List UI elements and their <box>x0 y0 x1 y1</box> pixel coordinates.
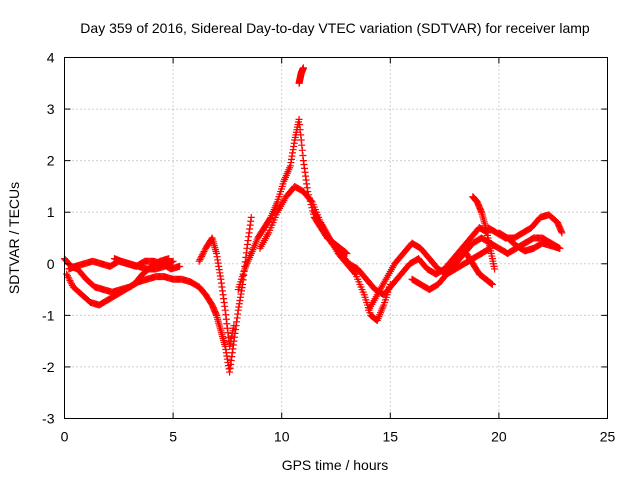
series-arc-f <box>234 115 351 294</box>
series-arc-m <box>462 249 496 288</box>
x-axis-label: GPS time / hours <box>282 457 389 473</box>
data-point-marker <box>66 277 74 285</box>
data-point-marker <box>169 257 177 265</box>
x-tick-label: 25 <box>600 429 616 445</box>
data-point-marker <box>343 249 351 257</box>
y-tick-label: -2 <box>42 359 55 375</box>
data-point-marker <box>67 278 75 286</box>
x-tick-label: 15 <box>383 429 399 445</box>
data-point-marker <box>195 257 203 265</box>
x-tick-label: 5 <box>169 429 177 445</box>
data-point-marker <box>488 280 496 288</box>
grid-layer <box>64 57 608 419</box>
y-tick-label: 1 <box>47 204 55 220</box>
y-tick-label: 4 <box>47 50 55 66</box>
data-point-marker <box>63 272 71 280</box>
data-point-marker <box>487 279 495 287</box>
series-arc-l <box>469 193 499 273</box>
x-tick-label: 10 <box>274 429 290 445</box>
data-point-marker <box>176 262 184 270</box>
data-point-marker <box>299 64 307 72</box>
y-tick-label: 0 <box>47 256 55 272</box>
y-tick-label: -1 <box>42 307 55 323</box>
data-point-marker <box>200 248 208 256</box>
data-point-marker <box>266 215 274 223</box>
series-arc-k <box>408 234 564 294</box>
data-point-marker <box>198 252 206 260</box>
data-point-marker <box>196 256 204 264</box>
y-tick-label: 2 <box>47 153 55 169</box>
data-point-marker <box>341 248 349 256</box>
data-point-marker <box>247 213 255 221</box>
marks-layer <box>61 64 566 376</box>
data-point-marker <box>68 280 76 288</box>
y-axis-label: SDTVAR / TECUs <box>6 182 22 294</box>
series-arc-h <box>295 64 307 87</box>
data-point-marker <box>199 249 207 257</box>
data-point-marker <box>488 280 496 288</box>
series-arc-d <box>110 255 177 273</box>
y-tick-label: -3 <box>42 411 55 427</box>
x-tick-label: 20 <box>491 429 507 445</box>
data-point-marker <box>64 273 72 281</box>
data-point-marker <box>558 229 566 237</box>
data-point-marker <box>198 251 206 259</box>
plot-frame <box>64 57 608 419</box>
ticks-layer: 0 5 10 15 20 25 -3 -2 -1 0 1 2 3 4 <box>42 50 615 445</box>
data-point-marker <box>491 265 499 273</box>
data-point-marker <box>342 249 350 257</box>
y-tick-label: 3 <box>47 101 55 117</box>
x-tick-label: 0 <box>61 429 69 445</box>
data-point-marker <box>230 322 238 330</box>
series-arc-e <box>195 234 238 350</box>
data-point-marker <box>168 258 176 266</box>
series-arc-o <box>495 229 564 255</box>
data-point-marker <box>307 197 315 205</box>
data-point-marker <box>556 244 564 252</box>
chart-title: Day 359 of 2016, Sidereal Day-to-day VTE… <box>80 20 590 36</box>
data-point-marker <box>197 254 205 262</box>
data-point-marker <box>65 275 73 283</box>
